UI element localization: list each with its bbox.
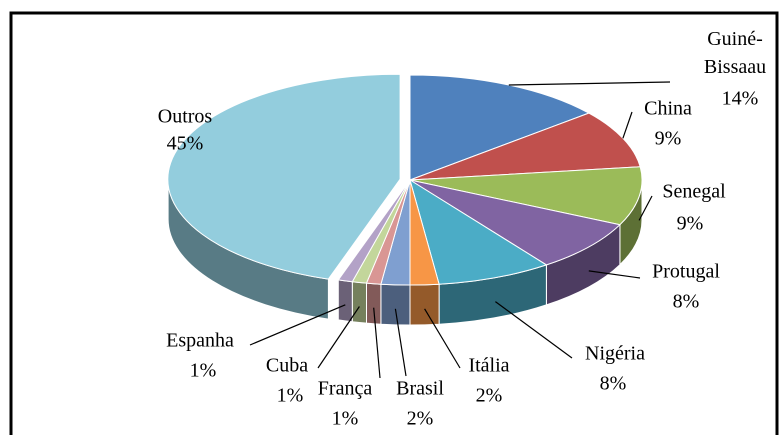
slice <box>337 179 411 283</box>
slice-side <box>337 279 353 323</box>
leader-line <box>588 270 641 279</box>
slice-side <box>409 283 440 326</box>
slice-value-label: 1% <box>332 408 359 430</box>
slice-label: Cuba <box>266 355 308 377</box>
slice <box>409 74 590 181</box>
slice-value-label: 45% <box>167 133 204 155</box>
slice-side <box>380 283 411 326</box>
slice <box>409 178 548 285</box>
slice-label: Itália <box>468 355 509 377</box>
slice-value-label: 2% <box>407 408 434 430</box>
leader-line <box>638 195 653 221</box>
slice-value-label: 8% <box>600 373 627 395</box>
slice-value-label: 9% <box>655 128 682 150</box>
slice <box>409 112 641 181</box>
slice-label: Brasil <box>396 378 444 400</box>
leader-line <box>394 308 407 377</box>
slice <box>409 166 643 226</box>
slice-value-label: 14% <box>722 88 759 110</box>
slice <box>409 179 621 266</box>
slice-label: Senegal <box>662 181 726 203</box>
slice-value-label: 1% <box>277 385 304 407</box>
leader-line <box>317 306 360 369</box>
leader-line <box>495 301 573 359</box>
slice-label: China <box>644 98 692 120</box>
slice-label: França <box>318 378 373 400</box>
slice-label: Espanha <box>166 330 234 352</box>
slice-value-label: 2% <box>476 385 503 407</box>
leader-line <box>373 307 381 379</box>
slice-value-label: 9% <box>677 213 704 235</box>
slice-value-label: 1% <box>190 360 217 382</box>
leader-line <box>508 81 671 86</box>
slice-label: Outros <box>158 106 213 128</box>
slice-label: Nigéria <box>585 343 645 365</box>
slice-side <box>351 281 367 324</box>
slice-side <box>366 282 382 325</box>
leader-line <box>249 304 346 346</box>
slice-label: Protugal <box>652 261 720 283</box>
slice-label: Guiné-Bissaau <box>704 28 766 78</box>
slice <box>167 73 401 280</box>
leader-line <box>622 111 633 139</box>
leader-line <box>424 308 461 369</box>
slice-value-label: 8% <box>673 291 700 313</box>
